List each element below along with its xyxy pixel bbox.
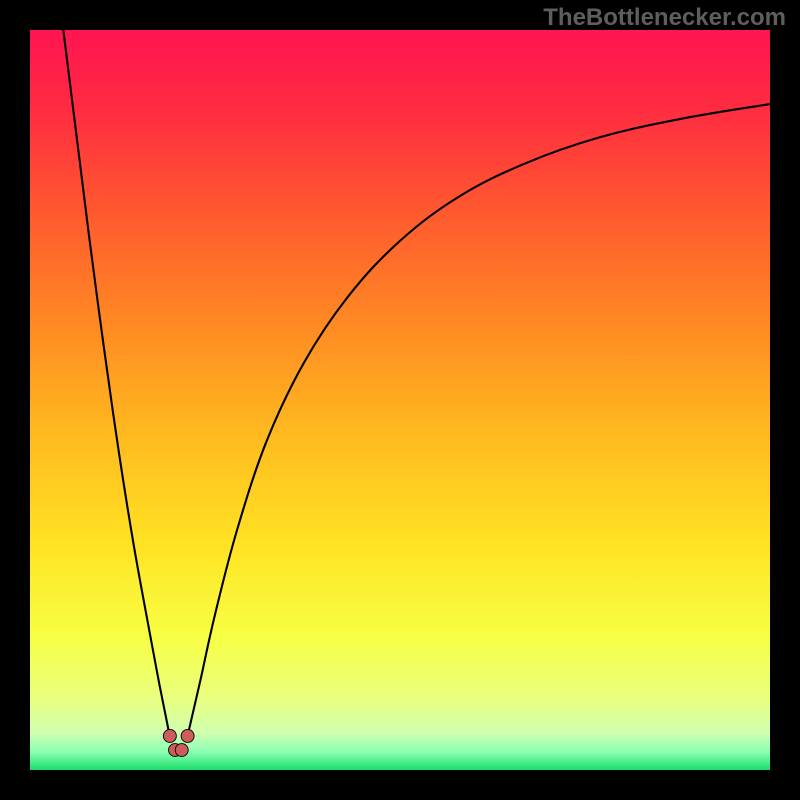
chart-frame: TheBottlenecker.com bbox=[0, 0, 800, 800]
datapoint-marker bbox=[163, 729, 176, 742]
attribution-text: TheBottlenecker.com bbox=[543, 4, 786, 32]
plot-svg bbox=[30, 30, 770, 770]
datapoint-marker bbox=[175, 744, 188, 757]
datapoint-marker bbox=[181, 729, 194, 742]
gradient-background bbox=[30, 30, 770, 770]
bottleneck-plot bbox=[30, 30, 770, 770]
